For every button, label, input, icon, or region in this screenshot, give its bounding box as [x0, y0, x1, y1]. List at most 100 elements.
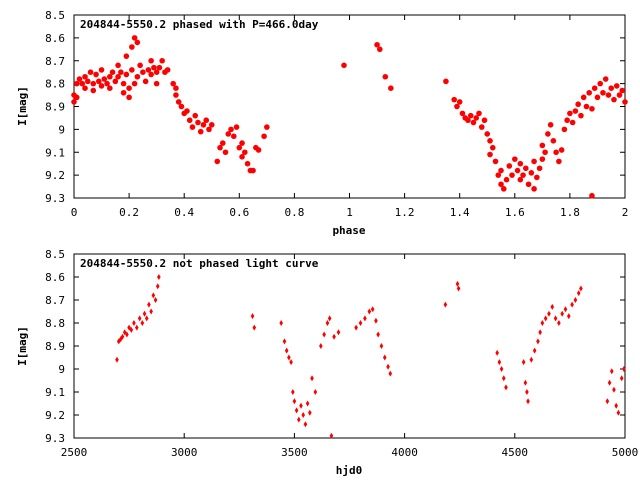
- bottom-data-point: [354, 324, 358, 331]
- top-y-tick-label: 8.5: [45, 9, 65, 22]
- bottom-y-axis-label: I[mag]: [16, 326, 29, 366]
- bottom-y-tick-label: 8.6: [45, 271, 65, 284]
- top-data-point: [123, 53, 130, 59]
- top-data-point: [578, 112, 584, 119]
- top-data-point: [531, 158, 537, 165]
- bottom-x-tick-label: 3000: [171, 446, 198, 459]
- bottom-data-point: [557, 320, 561, 326]
- top-data-point: [239, 140, 245, 146]
- top-data-point: [465, 117, 471, 124]
- top-x-tick-label: 0: [71, 206, 78, 219]
- bottom-x-tick-label: 4000: [391, 446, 418, 459]
- bottom-data-point: [609, 368, 614, 375]
- top-data-point: [222, 149, 229, 156]
- bottom-data-point: [455, 280, 460, 287]
- top-data-points: [71, 35, 628, 199]
- top-x-tick-label: 1: [346, 206, 353, 219]
- top-data-point: [600, 89, 606, 96]
- top-data-point: [107, 73, 113, 80]
- top-data-point: [611, 96, 617, 103]
- top-data-point: [134, 39, 141, 46]
- top-data-point: [506, 163, 513, 169]
- bottom-data-point: [550, 303, 555, 310]
- bottom-data-point: [532, 347, 537, 354]
- top-data-point: [517, 176, 524, 183]
- top-x-tick-label: 1.4: [450, 206, 470, 219]
- top-x-tick-label: 1.6: [505, 206, 525, 219]
- bottom-data-point: [153, 297, 158, 303]
- bottom-data-point: [155, 283, 160, 290]
- bottom-data-point: [303, 421, 308, 428]
- top-data-point: [236, 144, 243, 151]
- top-data-point: [140, 69, 146, 75]
- top-data-point: [616, 92, 623, 98]
- bottom-x-tick-label: 2500: [61, 446, 88, 459]
- top-data-point: [82, 73, 88, 80]
- top-data-point: [470, 119, 477, 126]
- top-data-point: [87, 69, 94, 75]
- bottom-data-point: [563, 306, 568, 313]
- top-data-point: [82, 85, 88, 91]
- top-data-point: [90, 87, 97, 94]
- top-x-tick-label: 0.6: [229, 206, 249, 219]
- bottom-data-point: [325, 320, 330, 326]
- top-data-point: [539, 142, 546, 149]
- top-data-point: [200, 122, 207, 128]
- top-data-point: [255, 147, 262, 153]
- bottom-data-point: [386, 363, 390, 370]
- bottom-data-point: [289, 359, 293, 366]
- bottom-y-tick-label: 9: [58, 363, 65, 376]
- bottom-data-point: [291, 389, 295, 395]
- bottom-data-point: [135, 324, 139, 331]
- bottom-y-tick-label: 8.8: [45, 317, 65, 330]
- bottom-data-point: [294, 407, 299, 414]
- top-data-point: [173, 92, 179, 98]
- bottom-data-point: [382, 354, 387, 361]
- top-data-point: [206, 126, 212, 133]
- bottom-data-point: [536, 338, 540, 345]
- top-data-point: [388, 85, 394, 91]
- bottom-data-point: [614, 402, 618, 409]
- top-data-point: [539, 156, 546, 162]
- bottom-data-point: [284, 347, 289, 354]
- bottom-data-point: [619, 375, 624, 382]
- bottom-data-point: [566, 313, 571, 320]
- top-data-point: [481, 117, 488, 124]
- bottom-data-point: [301, 412, 306, 418]
- top-data-point: [173, 85, 179, 91]
- bottom-data-point: [125, 331, 129, 338]
- top-data-point: [148, 57, 154, 64]
- top-data-point: [153, 80, 160, 87]
- top-data-point: [126, 94, 132, 101]
- bottom-data-point: [310, 375, 314, 382]
- top-y-tick-label: 9.2: [45, 169, 65, 182]
- top-data-point: [79, 80, 86, 87]
- top-data-point: [244, 160, 251, 167]
- top-data-point: [109, 69, 116, 75]
- top-data-point: [93, 71, 99, 78]
- top-data-point: [374, 41, 380, 48]
- bottom-data-point: [538, 329, 542, 336]
- top-data-point: [622, 99, 628, 105]
- top-data-point: [341, 62, 347, 69]
- bottom-data-point: [521, 359, 526, 366]
- bottom-data-point: [137, 315, 142, 322]
- bottom-data-point: [140, 320, 145, 326]
- bottom-data-point: [540, 320, 545, 326]
- bottom-x-axis-label: hjd0: [336, 464, 363, 477]
- top-data-point: [104, 80, 110, 87]
- bottom-data-point: [149, 308, 153, 315]
- bottom-data-point: [504, 384, 508, 391]
- top-data-point: [495, 172, 502, 178]
- top-data-point: [489, 144, 496, 151]
- top-data-point: [487, 138, 493, 144]
- top-data-point: [500, 186, 507, 192]
- bottom-data-point: [612, 386, 616, 393]
- top-data-point: [503, 176, 510, 183]
- bottom-chart-title: 204844-5550.2 not phased light curve: [80, 257, 319, 270]
- bottom-data-point: [327, 315, 332, 322]
- top-data-point: [594, 94, 601, 101]
- top-data-point: [137, 62, 143, 69]
- bottom-data-point: [579, 285, 583, 292]
- top-data-point: [230, 133, 237, 140]
